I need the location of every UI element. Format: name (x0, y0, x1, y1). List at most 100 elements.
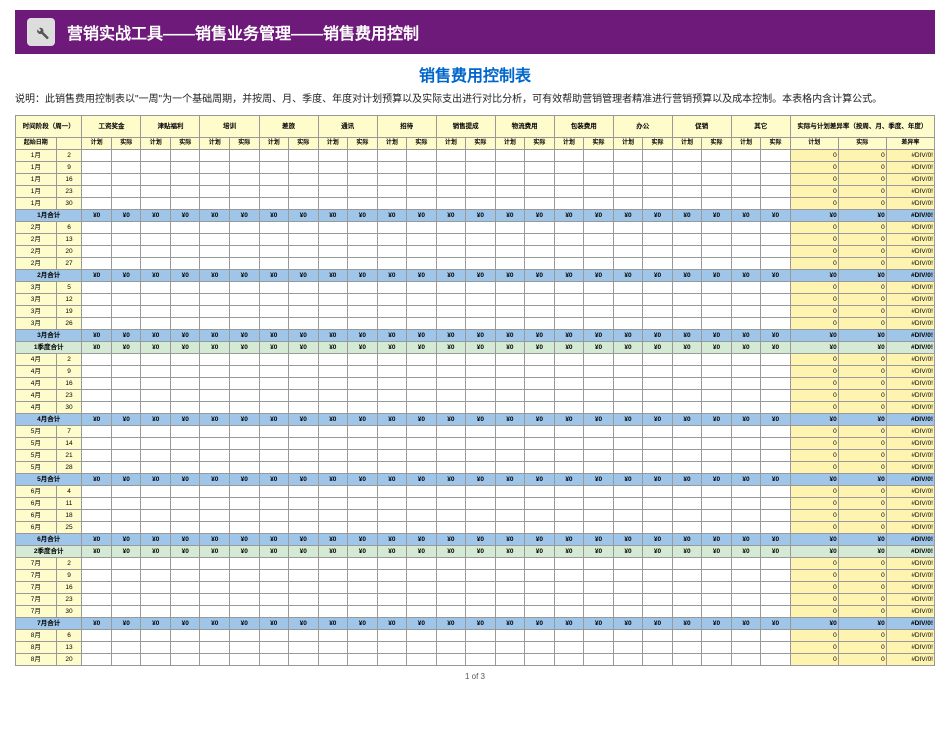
data-cell[interactable] (318, 198, 348, 210)
data-cell[interactable] (200, 438, 230, 450)
data-cell[interactable] (141, 198, 171, 210)
data-cell[interactable] (111, 186, 141, 198)
data-cell[interactable] (466, 258, 496, 270)
data-cell[interactable] (318, 234, 348, 246)
data-cell[interactable] (613, 306, 643, 318)
data-cell[interactable] (643, 150, 673, 162)
data-cell[interactable] (554, 318, 584, 330)
data-cell[interactable] (613, 654, 643, 666)
data-cell[interactable] (761, 642, 791, 654)
data-cell[interactable] (82, 462, 112, 474)
data-cell[interactable] (525, 174, 555, 186)
data-cell[interactable] (111, 378, 141, 390)
data-cell[interactable] (584, 450, 614, 462)
data-cell[interactable] (289, 174, 319, 186)
data-cell[interactable] (495, 186, 525, 198)
data-cell[interactable] (200, 198, 230, 210)
data-cell[interactable] (82, 246, 112, 258)
data-cell[interactable] (111, 510, 141, 522)
data-cell[interactable] (613, 282, 643, 294)
data-cell[interactable] (318, 282, 348, 294)
data-cell[interactable] (495, 570, 525, 582)
data-cell[interactable] (495, 306, 525, 318)
data-cell[interactable] (761, 522, 791, 534)
data-cell[interactable] (141, 318, 171, 330)
data-cell[interactable] (82, 390, 112, 402)
data-cell[interactable] (702, 510, 732, 522)
data-cell[interactable] (466, 306, 496, 318)
data-cell[interactable] (230, 258, 260, 270)
data-cell[interactable] (554, 462, 584, 474)
data-cell[interactable] (525, 642, 555, 654)
data-cell[interactable] (200, 246, 230, 258)
data-cell[interactable] (82, 426, 112, 438)
data-cell[interactable] (554, 498, 584, 510)
data-cell[interactable] (643, 582, 673, 594)
data-cell[interactable] (584, 174, 614, 186)
data-cell[interactable] (348, 174, 378, 186)
data-cell[interactable] (495, 222, 525, 234)
data-cell[interactable] (554, 570, 584, 582)
data-cell[interactable] (731, 654, 761, 666)
data-cell[interactable] (407, 390, 437, 402)
data-cell[interactable] (643, 378, 673, 390)
data-cell[interactable] (761, 390, 791, 402)
data-cell[interactable] (643, 510, 673, 522)
data-cell[interactable] (702, 642, 732, 654)
data-cell[interactable] (230, 606, 260, 618)
data-cell[interactable] (702, 426, 732, 438)
data-cell[interactable] (643, 318, 673, 330)
data-cell[interactable] (170, 366, 200, 378)
data-cell[interactable] (643, 186, 673, 198)
data-cell[interactable] (436, 150, 466, 162)
data-cell[interactable] (436, 654, 466, 666)
data-cell[interactable] (584, 198, 614, 210)
data-cell[interactable] (407, 594, 437, 606)
data-cell[interactable] (259, 510, 289, 522)
data-cell[interactable] (436, 294, 466, 306)
data-cell[interactable] (495, 582, 525, 594)
data-cell[interactable] (466, 390, 496, 402)
data-cell[interactable] (495, 234, 525, 246)
data-cell[interactable] (613, 558, 643, 570)
data-cell[interactable] (230, 582, 260, 594)
data-cell[interactable] (348, 654, 378, 666)
data-cell[interactable] (318, 498, 348, 510)
data-cell[interactable] (141, 186, 171, 198)
data-cell[interactable] (613, 186, 643, 198)
data-cell[interactable] (200, 222, 230, 234)
data-cell[interactable] (525, 498, 555, 510)
data-cell[interactable] (289, 498, 319, 510)
data-cell[interactable] (554, 354, 584, 366)
data-cell[interactable] (436, 186, 466, 198)
data-cell[interactable] (348, 594, 378, 606)
data-cell[interactable] (318, 378, 348, 390)
data-cell[interactable] (259, 390, 289, 402)
data-cell[interactable] (289, 522, 319, 534)
data-cell[interactable] (731, 318, 761, 330)
data-cell[interactable] (584, 318, 614, 330)
data-cell[interactable] (82, 606, 112, 618)
data-cell[interactable] (613, 354, 643, 366)
data-cell[interactable] (318, 306, 348, 318)
data-cell[interactable] (82, 630, 112, 642)
data-cell[interactable] (525, 282, 555, 294)
data-cell[interactable] (436, 306, 466, 318)
data-cell[interactable] (554, 234, 584, 246)
data-cell[interactable] (584, 594, 614, 606)
data-cell[interactable] (466, 594, 496, 606)
data-cell[interactable] (731, 294, 761, 306)
data-cell[interactable] (731, 222, 761, 234)
data-cell[interactable] (672, 426, 702, 438)
data-cell[interactable] (525, 318, 555, 330)
data-cell[interactable] (525, 186, 555, 198)
data-cell[interactable] (436, 198, 466, 210)
data-cell[interactable] (289, 186, 319, 198)
data-cell[interactable] (584, 234, 614, 246)
data-cell[interactable] (377, 594, 407, 606)
data-cell[interactable] (584, 510, 614, 522)
data-cell[interactable] (554, 522, 584, 534)
data-cell[interactable] (672, 234, 702, 246)
data-cell[interactable] (348, 246, 378, 258)
data-cell[interactable] (289, 558, 319, 570)
